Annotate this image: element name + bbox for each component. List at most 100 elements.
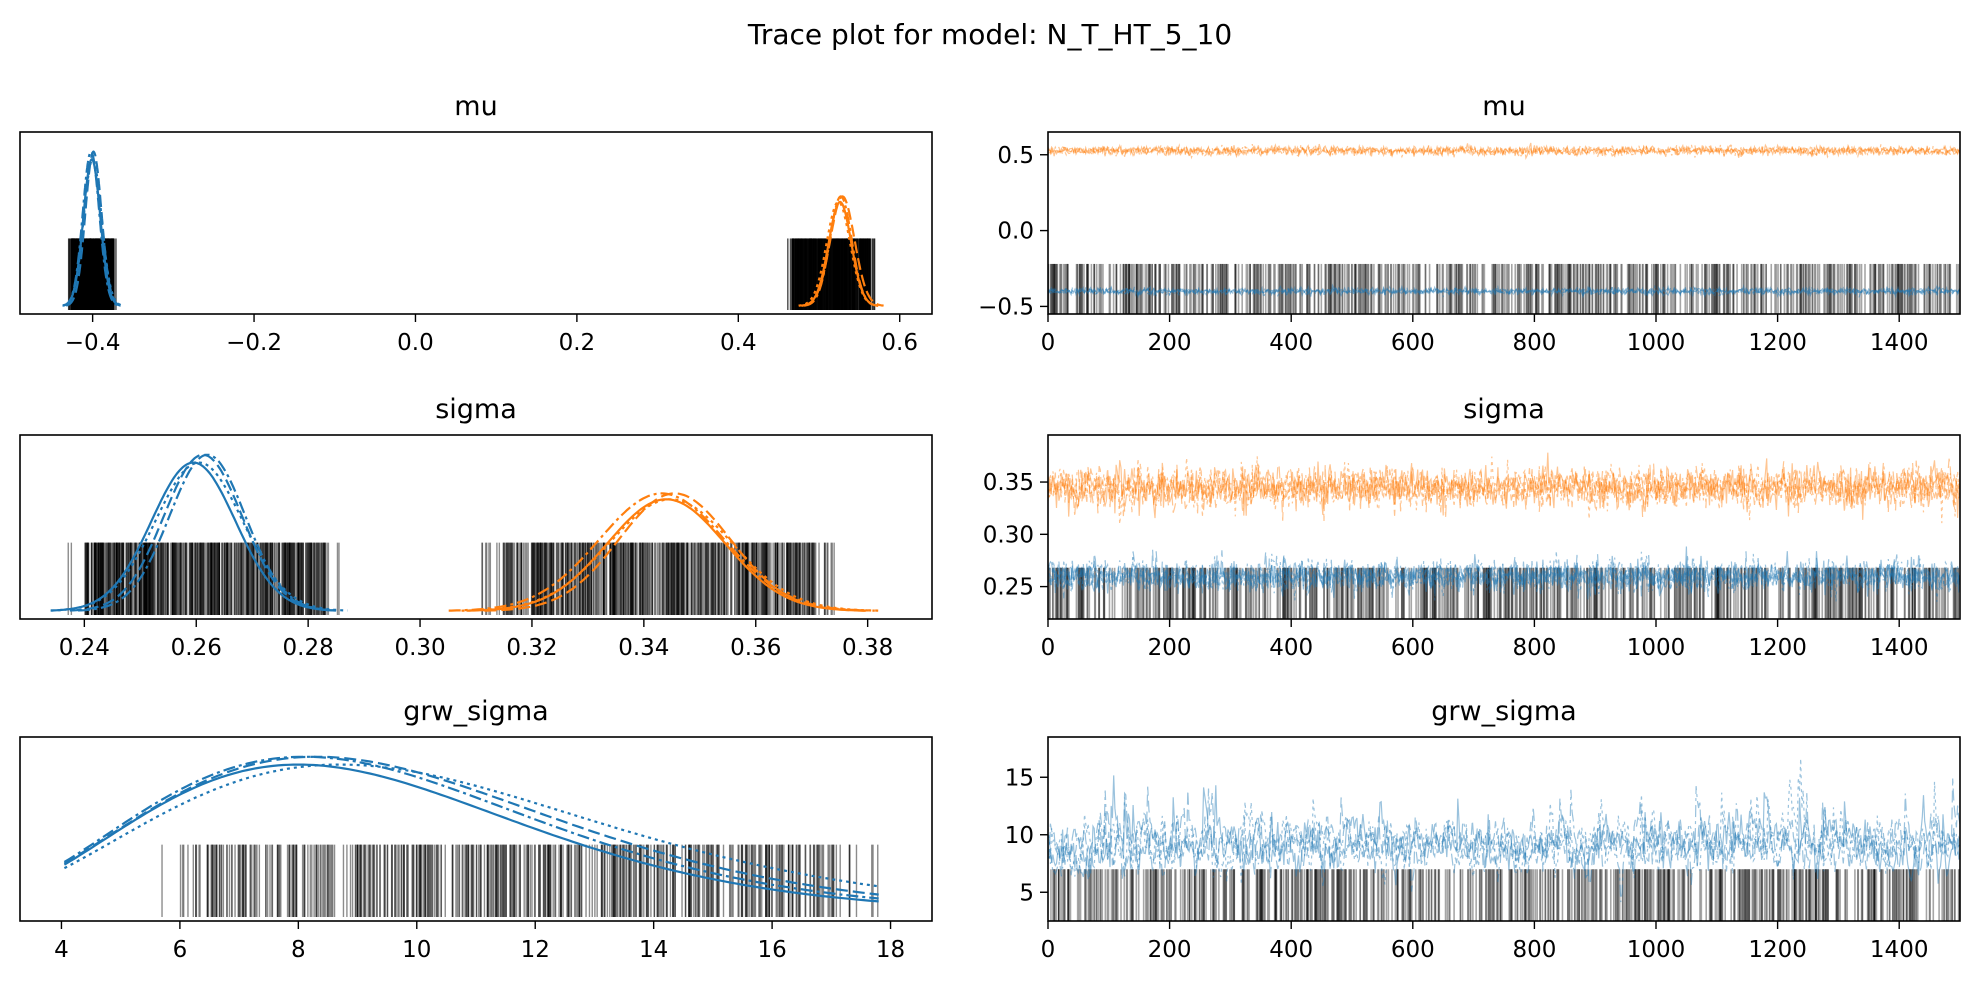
trace-line [1048,142,1960,159]
x-tick-label: 1200 [1748,330,1807,356]
trace-line [1048,550,1960,602]
axes-frame [1047,131,1961,315]
axes-frame [19,434,933,620]
rug-marks [1048,567,1960,619]
trace-line [1048,786,1960,903]
x-tick-label: 0.38 [842,635,893,661]
panel-title: sigma [435,394,517,425]
y-tick-label: 0.30 [983,522,1034,548]
panel-title: grw_sigma [1431,696,1576,727]
x-tick-label: 6 [173,937,188,963]
density-curve [50,461,348,612]
y-tick-label: 15 [1005,765,1034,791]
x-tick-label: 800 [1512,635,1556,661]
trace-line [1048,283,1960,298]
x-tick-label: 1000 [1627,635,1686,661]
density-curve [78,453,337,612]
trace-line [1048,551,1960,601]
x-tick-label: 1400 [1870,330,1929,356]
x-tick-label: 400 [1269,937,1313,963]
trace-line [1048,284,1960,299]
panel-title: grw_sigma [403,696,548,727]
density-curve [63,763,879,903]
y-tick-label: 5 [1019,880,1034,906]
density-curve [448,492,875,612]
density-curve [63,755,879,900]
density-curve [62,150,120,307]
axes-frame [1047,736,1961,922]
trace-line [1048,142,1960,160]
trace-line [1048,284,1960,299]
x-tick-label: 400 [1269,330,1313,356]
trace-line [1048,549,1960,599]
x-tick-label: 1000 [1627,937,1686,963]
x-tick-label: −0.2 [226,330,282,356]
density-curve [65,150,122,307]
x-tick-label: 0.26 [171,635,222,661]
panel-title: sigma [1463,394,1545,425]
x-tick-label: 0.2 [559,330,596,356]
x-tick-label: 18 [876,937,905,963]
x-tick-label: 600 [1391,937,1435,963]
density-curve [63,763,879,888]
axes-frame [19,131,933,315]
trace-line [1048,546,1960,600]
x-tick-label: 200 [1148,635,1192,661]
panel-5: grw_sigma 0 200 400 600 800 1000 1200 1400 5 10 15 [1005,696,1961,963]
x-tick-label: 400 [1269,635,1313,661]
x-tick-label: 0.32 [506,635,557,661]
x-tick-label: 1200 [1748,635,1807,661]
x-tick-label: 0 [1041,635,1056,661]
plot-area [50,453,881,615]
x-tick-label: 0.24 [59,635,110,661]
x-tick-label: 12 [521,937,550,963]
trace-line [1048,778,1960,892]
x-tick-label: 0.0 [397,330,434,356]
x-tick-label: 4 [54,937,69,963]
rug-marks [161,844,879,917]
x-tick-label: 600 [1391,330,1435,356]
plot-area [1048,141,1960,314]
trace-line [1048,284,1960,299]
x-tick-label: 1200 [1748,937,1807,963]
x-tick-label: 0.6 [881,330,918,356]
rug-marks [1050,869,1960,921]
y-tick-label: 0.35 [983,470,1034,496]
axes-frame [1047,434,1961,620]
plot-area [63,755,879,917]
x-tick-label: 600 [1391,635,1435,661]
panel-1: mu 0 200 400 600 800 1000 1200 1400 −0.5 0.0 0.5 [978,91,1961,356]
x-tick-label: 0.28 [283,635,334,661]
trace-line [1048,143,1960,161]
trace-line [1048,460,1960,518]
trace-line [1048,458,1960,522]
panel-4: grw_sigma 4 6 8 10 12 14 16 18 [19,696,933,963]
y-tick-label: 0.0 [997,219,1034,245]
x-tick-label: 200 [1148,330,1192,356]
y-tick-label: 0.25 [983,575,1034,601]
density-curve [62,158,123,307]
x-tick-label: 0.4 [720,330,757,356]
rug-marks [67,238,876,310]
plot-area [1048,758,1960,921]
trace-line [1048,452,1960,520]
panel-3: sigma 0 200 400 600 800 1000 1200 1400 0.25 0.30 0.… [983,394,1961,661]
y-tick-label: −0.5 [978,294,1034,320]
y-tick-label: 10 [1005,823,1034,849]
x-tick-label: 1400 [1870,635,1929,661]
trace-line [1048,775,1960,886]
x-tick-label: 0 [1041,330,1056,356]
x-tick-label: 0.36 [730,635,781,661]
plot-area [62,150,884,310]
panel-2: sigma 0.24 0.26 0.28 0.30 0.32 0.34 0.36 0.38 [19,394,933,661]
x-tick-label: 14 [639,937,668,963]
rug-marks [1048,263,1960,314]
x-tick-label: 16 [757,937,786,963]
axes-frame [19,736,933,922]
x-tick-label: 1400 [1870,937,1929,963]
x-tick-label: 1000 [1627,330,1686,356]
density-curve [803,195,879,307]
x-tick-label: −0.4 [65,330,121,356]
